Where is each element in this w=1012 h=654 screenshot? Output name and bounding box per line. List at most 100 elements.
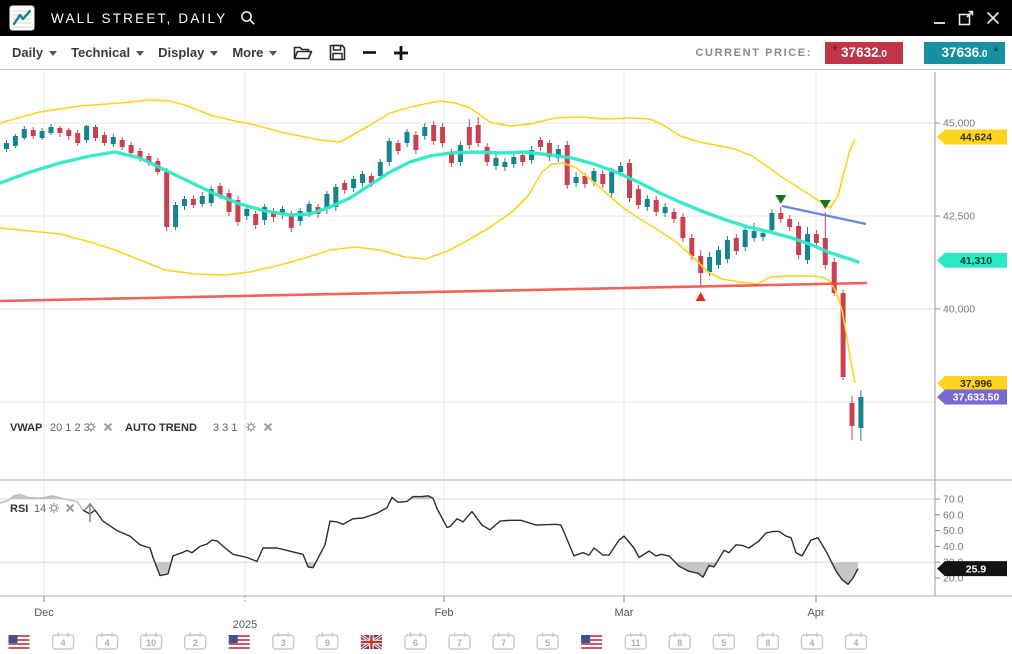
- candle-body: [760, 232, 766, 238]
- calendar-icon-label: 7: [501, 638, 506, 648]
- candle-body: [662, 206, 668, 213]
- price-badge: 41,310: [937, 252, 1007, 268]
- rsi-label: RSI: [10, 503, 28, 515]
- auto-trend-remove-icon[interactable]: [263, 422, 273, 432]
- calendar-icon[interactable]: 8: [756, 632, 780, 650]
- candle-body: [342, 183, 348, 190]
- vwap-params: 20 1 2 3: [50, 422, 90, 434]
- menu-more[interactable]: More: [232, 45, 278, 60]
- calendar-icon[interactable]: 7: [448, 632, 471, 650]
- auto-trend-settings-icon[interactable]: [246, 422, 256, 432]
- candle-body: [689, 238, 695, 256]
- chevron-down-icon: [210, 50, 219, 56]
- candle-body: [404, 132, 410, 144]
- candle-body: [101, 135, 107, 144]
- calendar-icon[interactable]: 11: [624, 632, 647, 650]
- x-axis-label: 2025: [233, 619, 257, 631]
- current-price-group: CURRENT PRICE: ▼ 37632.0 37636.0 ▲: [695, 41, 1012, 64]
- minimize-button[interactable]: [930, 9, 948, 27]
- search-icon[interactable]: [240, 10, 256, 26]
- candle-body: [546, 143, 552, 158]
- calendar-icon-label: 4: [105, 638, 110, 648]
- sell-signal-icon: [775, 194, 787, 204]
- popout-button[interactable]: [957, 9, 975, 27]
- candle-body: [680, 217, 686, 239]
- up-arrow-icon[interactable]: [84, 502, 96, 522]
- candle-body: [217, 185, 223, 196]
- calendar-icon[interactable]: 4: [51, 632, 75, 650]
- us-flag-icon[interactable]: [228, 635, 250, 649]
- ask-price-value: 37636: [941, 45, 980, 60]
- calendar-icon[interactable]: 5: [712, 632, 735, 650]
- close-button[interactable]: [984, 9, 1002, 27]
- price-badge: 37,633.50: [937, 389, 1007, 405]
- calendar-icon-label: 3: [281, 638, 286, 648]
- calendar-icon[interactable]: 10: [139, 632, 163, 650]
- candle-body: [831, 262, 837, 294]
- candle-body: [351, 178, 357, 188]
- calendar-icon[interactable]: 5: [536, 632, 559, 650]
- candle-body: [858, 397, 864, 428]
- candle-body: [787, 219, 793, 228]
- candle-body: [538, 140, 543, 147]
- candle-body: [707, 256, 713, 272]
- vwap-label: VWAP: [10, 422, 42, 434]
- save-icon[interactable]: [329, 44, 346, 61]
- rsi-current-badge-text: 25.9: [966, 563, 987, 575]
- calendar-icon[interactable]: 2: [183, 632, 207, 650]
- menu-daily[interactable]: Daily: [12, 45, 58, 60]
- calendar-icon[interactable]: 4: [844, 632, 868, 650]
- candle-body: [805, 234, 810, 261]
- calendar-icon[interactable]: 4: [95, 632, 119, 650]
- rsi-settings-icon[interactable]: [49, 503, 59, 513]
- candle-body: [716, 249, 721, 265]
- rsi-axis-label: 40.0: [943, 541, 964, 553]
- us-flag-icon[interactable]: [581, 635, 603, 649]
- open-folder-icon[interactable]: [293, 45, 313, 61]
- menu-technical[interactable]: Technical: [71, 45, 145, 60]
- vwap-remove-icon[interactable]: [103, 422, 113, 432]
- chart-canvas[interactable]: VWAP 20 1 2 3 AUTO TREND 3 3 1 45,000 42,500 4…: [0, 70, 1012, 654]
- x-axis-label: Mar: [615, 607, 634, 619]
- candle-body: [644, 198, 650, 207]
- x-axis-label: Apr: [807, 607, 824, 619]
- candle-body: [235, 200, 241, 222]
- candle-body: [627, 162, 632, 198]
- bollinger-upper-band: [0, 99, 856, 209]
- candle-body: [813, 234, 819, 244]
- candle-body: [30, 129, 36, 136]
- candle-body: [493, 158, 499, 167]
- calendar-icon[interactable]: 3: [272, 632, 295, 650]
- menu-technical-label: Technical: [71, 45, 131, 60]
- bid-price-value: 37632: [841, 45, 879, 60]
- price-axis-label: 40,000: [943, 303, 975, 315]
- price-badge-text: 41,310: [960, 255, 992, 267]
- blue-trendline: [781, 204, 867, 226]
- candle-body: [555, 149, 561, 159]
- calendar-icon[interactable]: 9: [316, 632, 339, 650]
- candle-body: [164, 171, 170, 228]
- candle-body: [440, 127, 446, 144]
- candle-body: [573, 177, 579, 184]
- calendar-icon[interactable]: 8: [668, 632, 691, 650]
- app-logo-icon: [9, 5, 35, 31]
- zoom-in-icon[interactable]: [393, 45, 409, 61]
- bollinger-lower-band: [0, 162, 856, 384]
- candle-body: [244, 209, 250, 216]
- calendar-icon[interactable]: 6: [404, 632, 427, 650]
- auto-trend-params: 3 3 1: [213, 422, 237, 434]
- rsi-remove-icon[interactable]: [65, 503, 75, 513]
- calendar-icon[interactable]: 4: [800, 632, 824, 650]
- uk-flag-icon[interactable]: [360, 633, 383, 651]
- vwap-settings-icon[interactable]: [86, 422, 96, 432]
- candle-body: [262, 206, 268, 221]
- menu-display[interactable]: Display: [158, 45, 219, 60]
- gridlines: [0, 72, 935, 596]
- price-axis-label: 45,000: [943, 118, 975, 130]
- calendar-icon[interactable]: 7: [492, 632, 515, 650]
- calendar-icon-label: 5: [545, 638, 550, 648]
- candle-body: [395, 143, 401, 152]
- menu-display-label: Display: [158, 45, 205, 60]
- us-flag-icon[interactable]: [8, 635, 30, 649]
- zoom-out-icon[interactable]: [362, 45, 377, 60]
